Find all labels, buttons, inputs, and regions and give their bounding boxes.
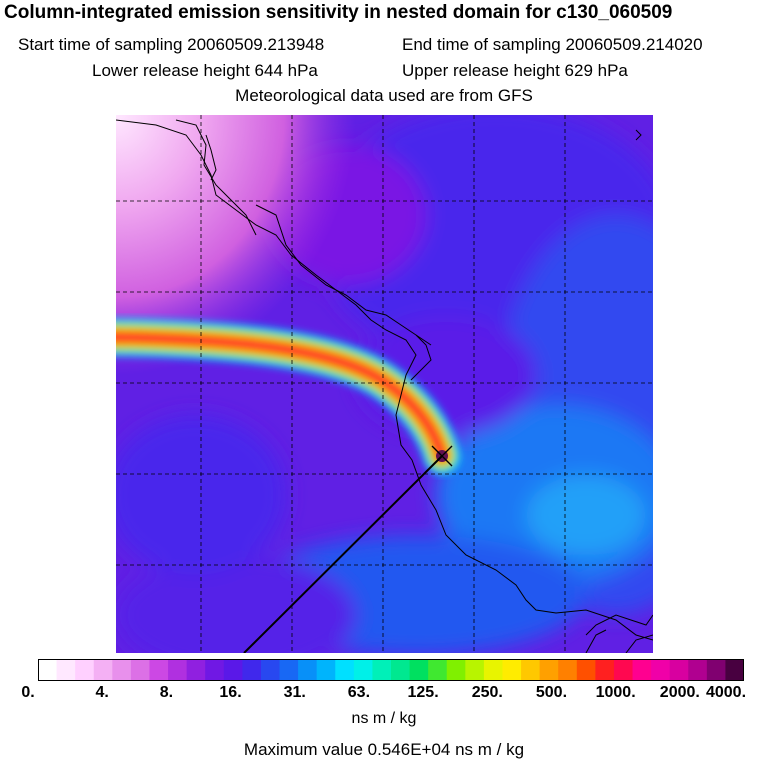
release-marker bbox=[431, 445, 453, 467]
colorbar-cell bbox=[465, 659, 485, 681]
coastline bbox=[410, 334, 432, 381]
colorbar-tick-label: 31. bbox=[283, 684, 306, 701]
colorbar-cell bbox=[558, 659, 578, 681]
colorbar-tick-label: 2000. bbox=[659, 684, 700, 701]
plot-title: Column-integrated emission sensitivity i… bbox=[4, 2, 673, 23]
coastline bbox=[116, 119, 653, 641]
colorbar-cell bbox=[168, 659, 188, 681]
colorbar-cell bbox=[521, 659, 541, 681]
colorbar-cell bbox=[688, 659, 708, 681]
coastline bbox=[175, 119, 257, 236]
colorbar-tick-label: 8. bbox=[159, 684, 174, 701]
colorbar-cell bbox=[576, 659, 596, 681]
colorbar-cell bbox=[372, 659, 392, 681]
colorbar bbox=[38, 659, 744, 681]
colorbar-cell bbox=[483, 659, 503, 681]
colorbar-cell bbox=[632, 659, 652, 681]
field-patch bbox=[116, 555, 356, 653]
colorbar-cell bbox=[298, 659, 318, 681]
colorbar-cell bbox=[428, 659, 448, 681]
colorbar-tick-label: 500. bbox=[535, 684, 568, 701]
colorbar-tick-label: 250. bbox=[471, 684, 503, 701]
field-patch bbox=[526, 475, 646, 555]
colorbar-tick-label: 4000. bbox=[705, 684, 747, 701]
release-upper: Upper release height 629 hPa bbox=[402, 61, 628, 80]
max-value: Maximum value 0.546E+04 ns m / kg bbox=[243, 740, 525, 759]
colorbar-cell bbox=[502, 659, 522, 681]
colorbar-cell bbox=[706, 659, 726, 681]
colorbar-cell bbox=[279, 659, 299, 681]
colorbar-cell bbox=[409, 659, 429, 681]
colorbar-cell bbox=[56, 659, 76, 681]
colorbar-cell bbox=[651, 659, 671, 681]
colorbar-cell bbox=[335, 659, 355, 681]
colorbar-cell bbox=[242, 659, 262, 681]
colorbar-cell bbox=[93, 659, 113, 681]
colorbar-cell bbox=[149, 659, 169, 681]
colorbar-cell bbox=[446, 659, 466, 681]
units-label: ns m / kg bbox=[351, 710, 417, 727]
met-source: Meteorological data used are from GFS bbox=[235, 86, 533, 105]
coastline bbox=[205, 134, 217, 181]
colorbar-cell bbox=[613, 659, 634, 681]
colorbar-cell bbox=[38, 659, 58, 681]
colorbar-cell bbox=[316, 659, 336, 681]
sampling-end: End time of sampling 20060509.214020 bbox=[402, 35, 703, 54]
coastline bbox=[635, 129, 642, 141]
coastline bbox=[255, 204, 432, 346]
colorbar-cell bbox=[130, 659, 150, 681]
flight-track bbox=[243, 455, 443, 653]
coastline bbox=[585, 614, 653, 636]
colorbar-cell bbox=[75, 659, 95, 681]
release-lower: Lower release height 644 hPa bbox=[92, 61, 318, 80]
colorbar-tick-label: 1000. bbox=[595, 684, 636, 701]
sensitivity-map bbox=[116, 115, 653, 653]
colorbar-cell bbox=[669, 659, 689, 681]
colorbar-tick-label: 125. bbox=[407, 684, 439, 701]
colorbar-cell bbox=[595, 659, 615, 681]
coastline bbox=[625, 634, 653, 653]
colorbar-tick-label: 4. bbox=[95, 684, 109, 701]
coastline bbox=[585, 629, 607, 653]
sampling-start: Start time of sampling 20060509.213948 bbox=[18, 35, 325, 54]
colorbar-cell bbox=[260, 659, 281, 681]
colorbar-tick-label: 63. bbox=[347, 684, 371, 701]
colorbar-cell bbox=[725, 659, 744, 681]
colorbar-cell bbox=[353, 659, 373, 681]
colorbar-cell bbox=[112, 659, 132, 681]
colorbar-cell bbox=[539, 659, 559, 681]
colorbar-tick-label: 16. bbox=[219, 684, 242, 701]
colorbar-cell bbox=[391, 659, 411, 681]
plume-core bbox=[116, 332, 447, 461]
colorbar-tick-label: 0. bbox=[21, 684, 35, 701]
colorbar-cell bbox=[223, 659, 243, 681]
colorbar-cell bbox=[186, 659, 206, 681]
colorbar-cell bbox=[205, 659, 225, 681]
